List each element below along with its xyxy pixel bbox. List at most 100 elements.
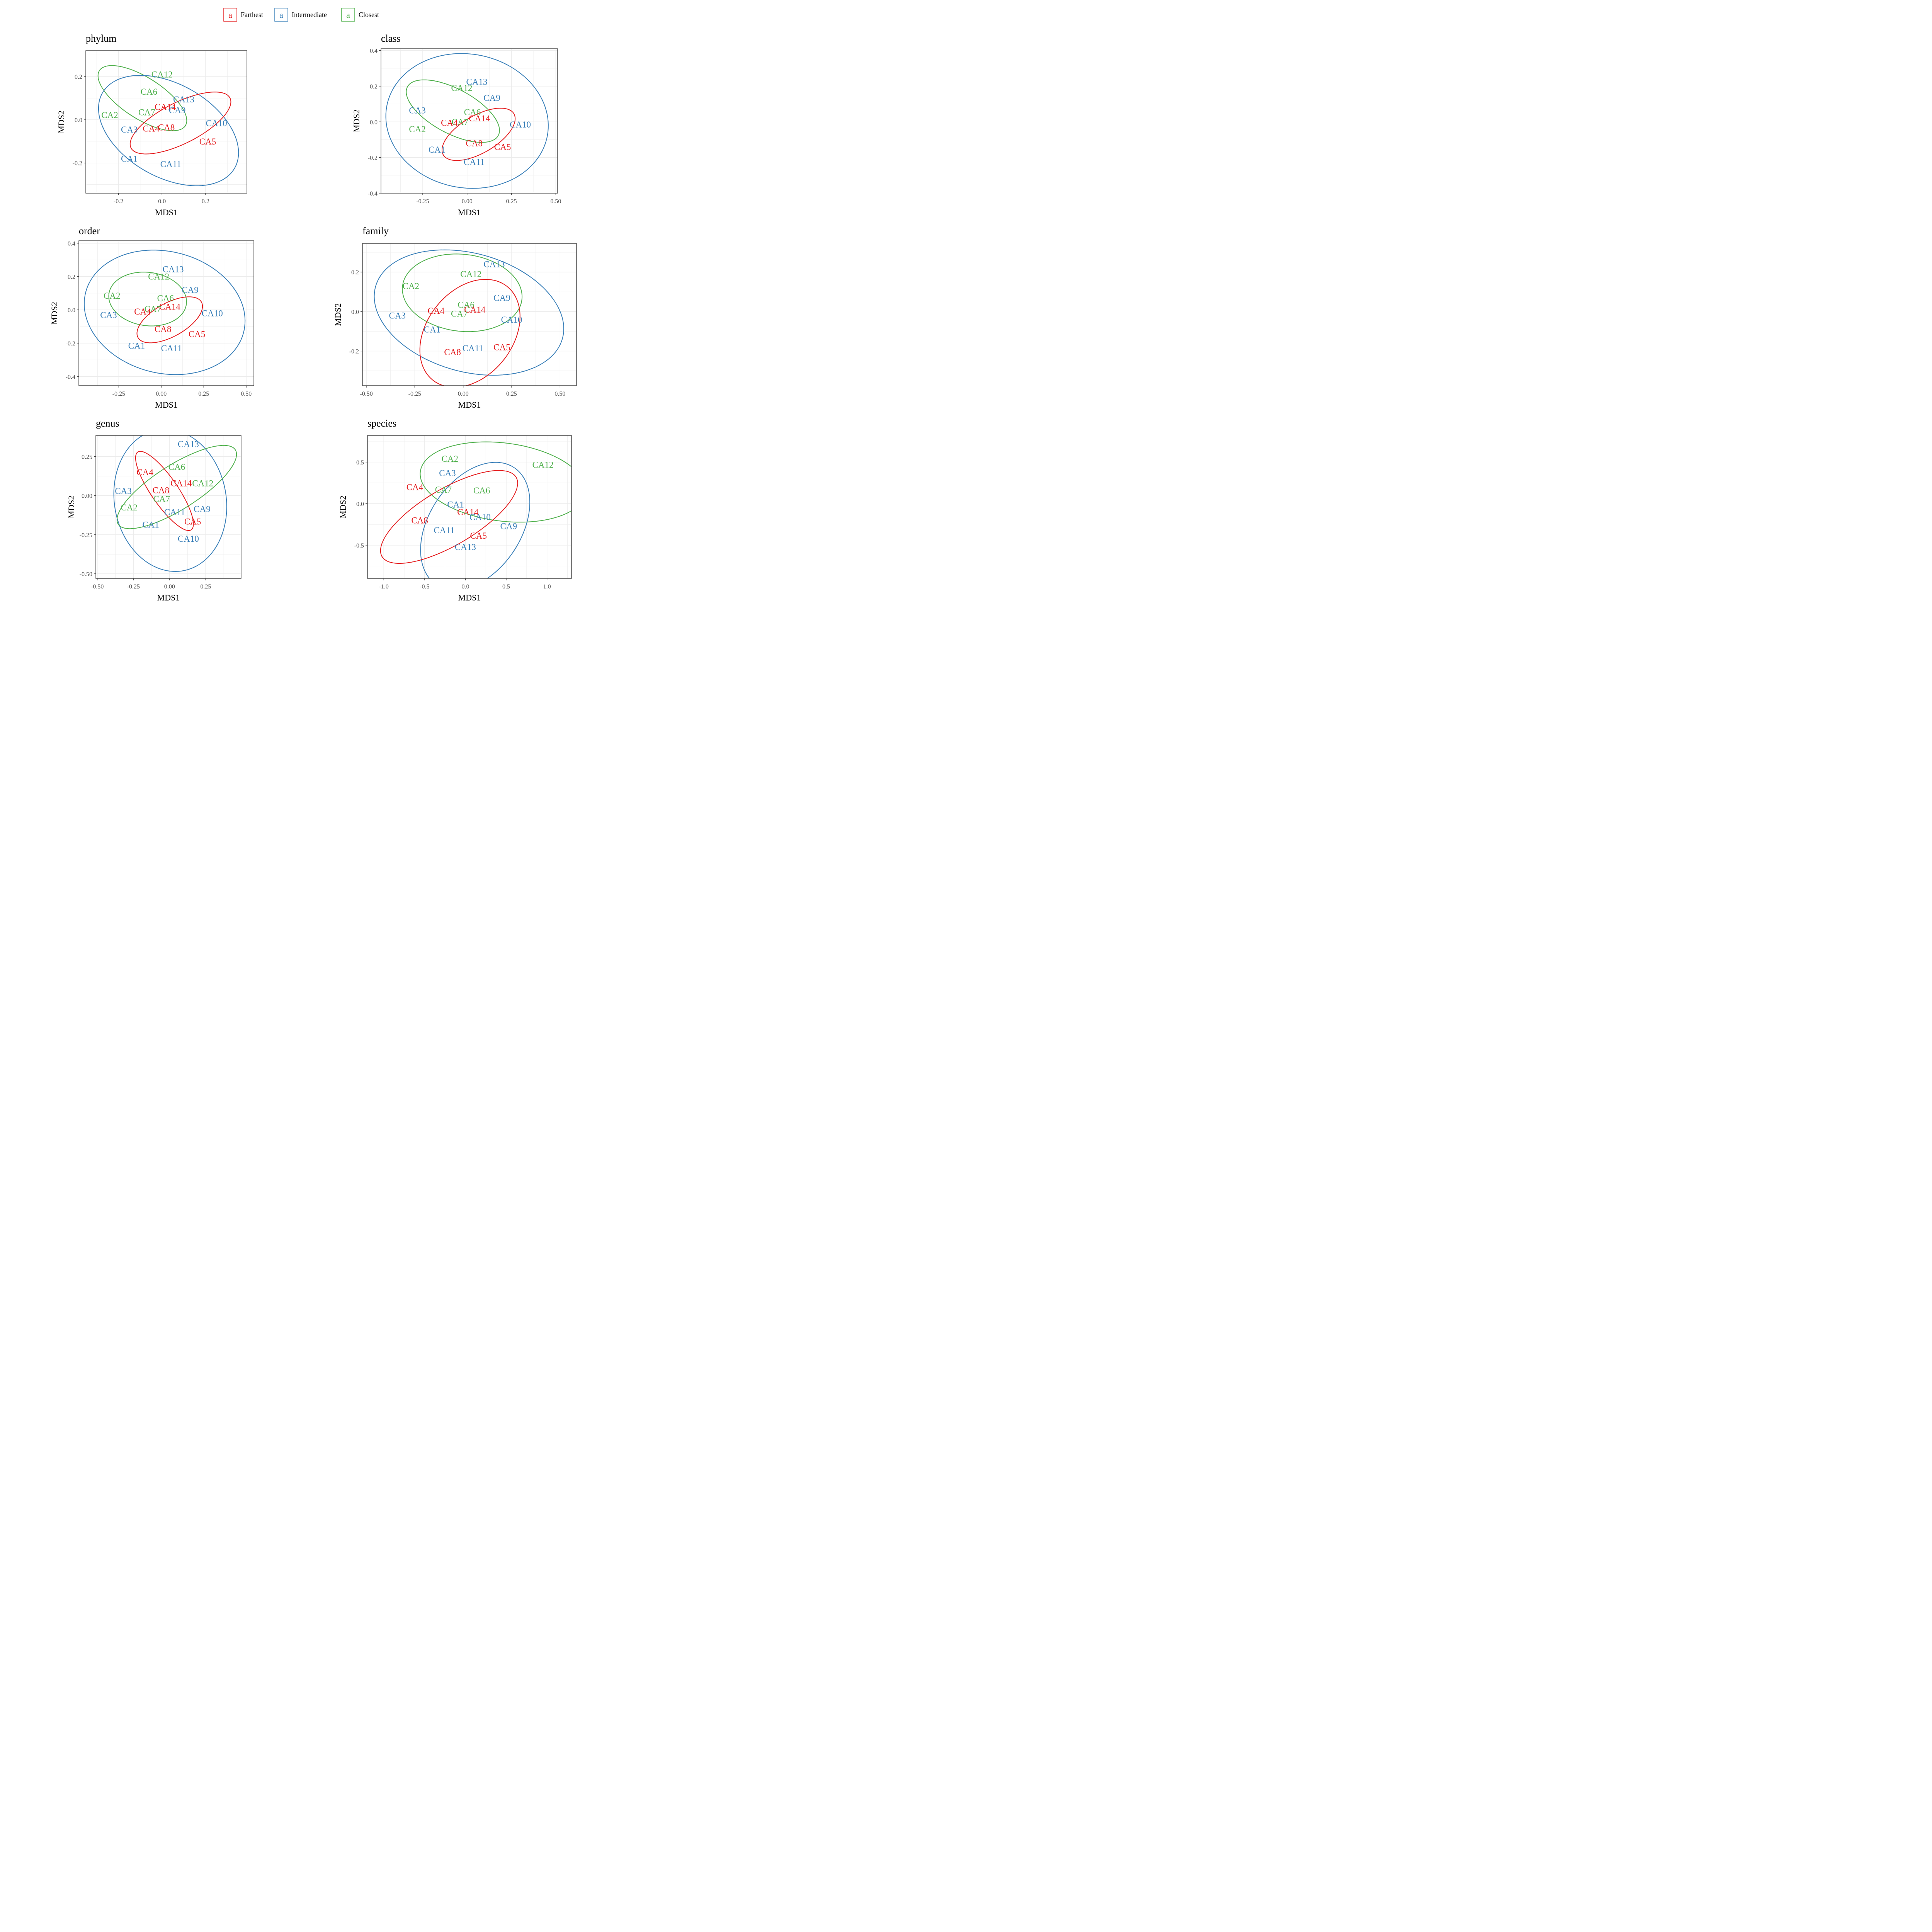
- y-axis-title: MDS2: [352, 110, 361, 133]
- ellipse-intermediate: [113, 435, 227, 572]
- y-axis-title: MDS2: [333, 303, 343, 326]
- x-axis-title: MDS1: [155, 400, 178, 410]
- ellipses: [374, 249, 565, 386]
- x-tick-label: 0.50: [550, 198, 561, 205]
- ellipse-farthest: [136, 296, 203, 344]
- gridlines: [96, 435, 241, 578]
- x-tick-label: 0.0: [461, 583, 469, 590]
- x-axis-title: MDS1: [458, 207, 481, 217]
- point-label: CA9: [493, 293, 510, 303]
- y-tick-label: 0.0: [370, 119, 378, 126]
- point-label: CA12: [460, 269, 481, 279]
- point-label: CA2: [403, 281, 419, 291]
- y-tick-label: -0.2: [368, 155, 378, 162]
- point-label: CA5: [493, 342, 510, 352]
- ellipse-farthest: [129, 92, 231, 155]
- ellipse-farthest: [441, 107, 516, 161]
- y-tick-label: 0.0: [351, 309, 359, 315]
- y-tick-label: 0.00: [82, 493, 92, 500]
- panel-border: [95, 435, 242, 579]
- point-label: CA1: [424, 325, 440, 334]
- gridlines: [86, 51, 247, 193]
- y-tick-label: -0.25: [80, 532, 92, 539]
- point-label: CA13: [455, 542, 476, 552]
- point-label: CA13: [163, 264, 184, 274]
- x-tick-label: 0.50: [241, 391, 252, 397]
- point-label: CA2: [121, 503, 137, 512]
- point-label: CA11: [463, 344, 483, 353]
- point-label: CA5: [470, 531, 487, 541]
- panel-title: order: [79, 225, 100, 236]
- gridlines: [79, 241, 254, 386]
- y-tick-label: -0.2: [66, 340, 75, 347]
- point-label: CA11: [434, 526, 454, 535]
- point-label: CA5: [189, 329, 205, 339]
- ellipse-intermediate: [420, 462, 531, 578]
- ellipse-farthest: [419, 279, 520, 386]
- point-label: CA4: [136, 468, 153, 477]
- point-label: CA9: [500, 521, 517, 531]
- point-label: CA4: [143, 124, 160, 133]
- ellipse-closest: [116, 445, 237, 529]
- point-label: CA8: [153, 486, 169, 495]
- x-tick-label: -0.25: [112, 391, 125, 397]
- ellipse-farthest: [135, 451, 194, 531]
- point-label: CA5: [199, 137, 216, 146]
- panel-title: family: [362, 225, 389, 236]
- x-tick-label: -0.25: [127, 583, 140, 590]
- point-label: CA8: [466, 139, 482, 148]
- point-label: CA11: [161, 344, 182, 353]
- point-label: CA7: [138, 107, 155, 117]
- point-label: CA13: [178, 439, 199, 449]
- x-axis-title: MDS1: [155, 207, 178, 217]
- legend-key-letter-intermediate: a: [279, 10, 283, 20]
- legend-label-intermediate: Intermediate: [292, 11, 327, 19]
- point-label: CA3: [115, 486, 131, 496]
- point-label: CA14: [159, 302, 180, 311]
- axis-ticks: -0.50 -0.25 0.00 0.25 0.50 -0.2 0.0 0.2: [349, 269, 566, 397]
- point-label: CA3: [121, 125, 138, 134]
- legend-label-closest: Closest: [359, 11, 379, 19]
- x-tick-label: 0.25: [506, 391, 517, 397]
- ellipse-farthest: [380, 470, 518, 564]
- x-tick-label: -0.25: [408, 391, 421, 397]
- point-label: CA4: [406, 482, 423, 492]
- y-tick-label: -0.50: [80, 571, 92, 578]
- point-label: CA10: [202, 309, 223, 318]
- point-label: CA9: [194, 504, 210, 514]
- point-label: CA4: [134, 307, 151, 316]
- gridlines: [381, 49, 558, 193]
- legend-key-closest: [341, 8, 355, 22]
- x-tick-label: 0.50: [554, 391, 565, 397]
- x-tick-label: 0.25: [198, 391, 209, 397]
- x-tick-label: 0.00: [458, 391, 469, 397]
- plot-background: [79, 241, 254, 386]
- axis-ticks: -0.50 -0.25 0.00 0.25 -0.50 -0.25 0.00 0.25: [80, 454, 211, 590]
- panel-title: species: [367, 418, 396, 429]
- x-tick-label: 0.25: [200, 583, 211, 590]
- point-label: CA10: [178, 534, 199, 544]
- point-label: CA13: [173, 95, 194, 104]
- point-label: CA7: [145, 304, 161, 314]
- y-axis-title: MDS2: [56, 111, 66, 133]
- plot-background: [86, 51, 247, 193]
- ellipse-closest: [97, 65, 187, 131]
- point-label: CA6: [464, 107, 481, 117]
- ellipses: [113, 435, 237, 572]
- ellipses: [380, 441, 571, 578]
- x-tick-label: 1.0: [543, 583, 551, 590]
- point-label: CA14: [464, 305, 485, 315]
- x-tick-label: -1.0: [379, 583, 389, 590]
- y-tick-label: 0.4: [68, 240, 75, 247]
- point-label: CA6: [473, 486, 490, 495]
